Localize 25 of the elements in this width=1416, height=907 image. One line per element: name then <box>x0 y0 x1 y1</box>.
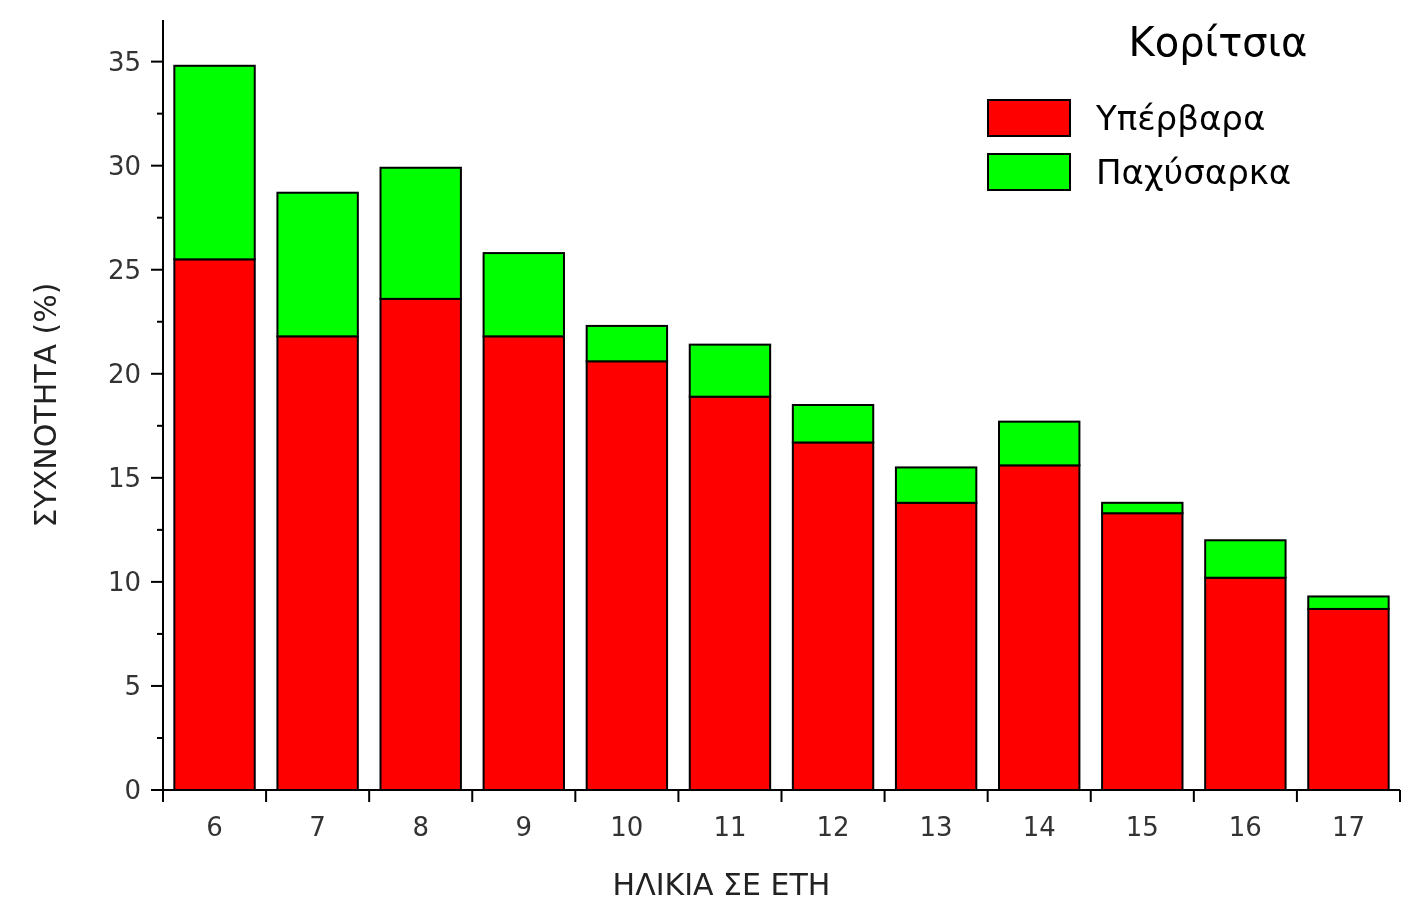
x-tick-label: 11 <box>713 812 747 842</box>
x-tick-label: 9 <box>515 812 533 842</box>
y-axis-title: ΣΥΧΝΟΤΗΤΑ (%) <box>28 282 63 528</box>
y-tick-label: 15 <box>107 462 141 493</box>
x-tick-label: 15 <box>1125 812 1159 842</box>
legend-label: Παχύσαρκα <box>1096 151 1292 192</box>
x-tick-label: 10 <box>610 812 644 842</box>
y-tick-label: 10 <box>107 566 141 597</box>
legend-title: Κορίτσια <box>1128 19 1308 65</box>
y-tick-label: 5 <box>124 671 141 702</box>
legend-label: Υπέρβαρα <box>1095 97 1266 138</box>
x-tick-label: 6 <box>206 812 223 842</box>
y-tick-label: 25 <box>107 254 141 285</box>
x-tick-label: 17 <box>1331 812 1366 842</box>
x-tick-label: 12 <box>816 812 850 842</box>
x-tick-label: 7 <box>309 812 326 842</box>
y-tick-label: 30 <box>107 150 141 181</box>
x-tick-label: 16 <box>1228 812 1262 842</box>
x-tick-label: 14 <box>1022 812 1056 842</box>
y-tick-label: 20 <box>107 358 141 389</box>
x-axis-title: ΗΛΙΚΙΑ ΣΕ ΕΤΗ <box>612 867 831 902</box>
x-tick-label: 13 <box>919 812 953 842</box>
y-tick-label: 0 <box>124 775 141 806</box>
y-tick-label: 35 <box>107 46 141 77</box>
x-tick-label: 8 <box>412 812 429 842</box>
